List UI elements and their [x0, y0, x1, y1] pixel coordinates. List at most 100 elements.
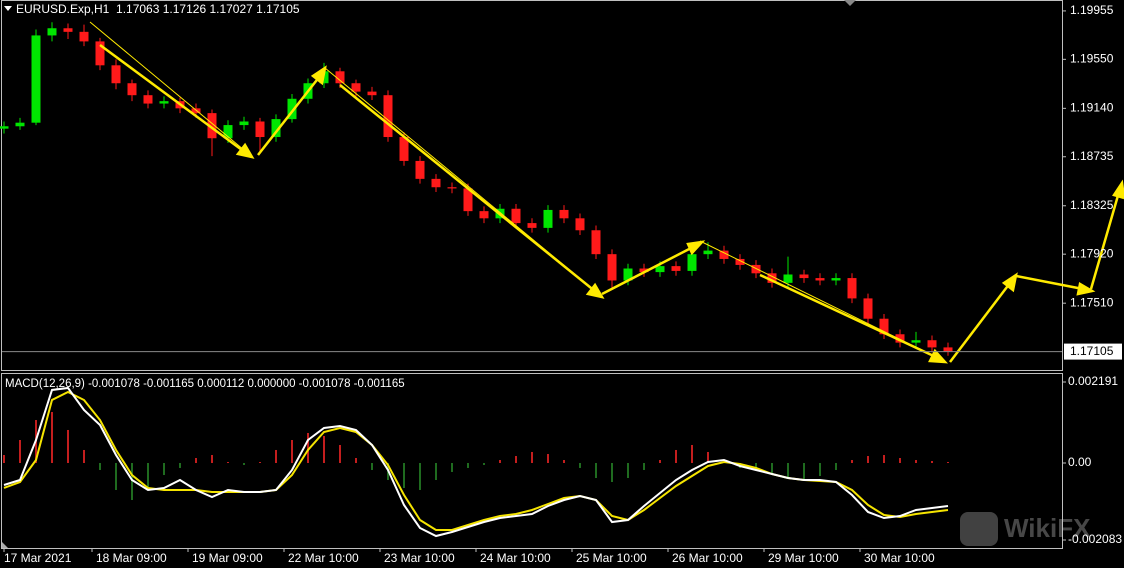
arrows	[99, 43, 1124, 364]
candle-body	[335, 71, 345, 84]
candle-body	[735, 258, 745, 265]
histogram-bar	[339, 444, 341, 463]
menu-triangle[interactable]	[4, 6, 12, 11]
histogram-bar	[371, 462, 373, 470]
histogram-bar	[467, 462, 469, 468]
candle-body	[703, 250, 713, 255]
histogram-bar	[611, 462, 613, 483]
y-tick-label: 1.18735	[1070, 149, 1114, 163]
histogram-bar	[899, 458, 901, 463]
candle-body	[927, 340, 937, 348]
candle-body	[911, 340, 921, 343]
histogram-bar	[675, 449, 677, 463]
candle-body	[431, 178, 441, 188]
histogram-bar	[771, 462, 773, 475]
candle-body	[783, 274, 793, 283]
candle-body	[863, 298, 873, 319]
candle-body	[79, 31, 89, 42]
x-tick-label: 18 Mar 09:00	[96, 551, 167, 565]
histogram-bar	[67, 429, 69, 463]
histogram-bar	[355, 458, 357, 463]
y-tick-label: 1.19550	[1070, 52, 1114, 66]
histogram-bar	[51, 411, 53, 463]
histogram-bar	[323, 436, 325, 463]
candle-body	[111, 65, 121, 84]
corner-marker	[2, 542, 8, 548]
macd-panel-border	[1, 373, 1063, 549]
histogram-bar	[579, 462, 581, 468]
histogram-bar	[451, 462, 453, 472]
histogram-bar	[915, 460, 917, 463]
candle-body	[847, 278, 857, 299]
candle-body	[815, 278, 825, 281]
x-tick-label: 17 Mar 2021	[4, 551, 72, 565]
histogram-bar	[643, 462, 645, 470]
candle-body	[511, 208, 521, 224]
candle-body	[591, 230, 601, 255]
y-tick-label: 1.19140	[1070, 101, 1114, 115]
x-tick-label: 23 Mar 10:00	[384, 551, 455, 565]
y-tick-label: 1.19955	[1070, 3, 1114, 17]
histogram-bar	[947, 461, 949, 463]
candle-body	[895, 334, 905, 343]
candle-body	[255, 121, 265, 138]
arrow	[601, 244, 696, 296]
histogram-bar	[659, 460, 661, 463]
histogram-bar	[131, 462, 133, 501]
x-tick-label: 25 Mar 10:00	[576, 551, 647, 565]
y-tick-label: 1.17510	[1070, 295, 1114, 309]
watermark: WikiFX	[960, 512, 1091, 546]
histogram-bar	[499, 460, 501, 463]
candle-body	[63, 28, 73, 32]
arrow-head	[1076, 282, 1096, 296]
histogram-bar	[707, 451, 709, 463]
candle-body	[383, 95, 393, 138]
arrow-head	[686, 240, 706, 256]
x-tick-label: 26 Mar 10:00	[672, 551, 743, 565]
candle-body	[639, 268, 649, 273]
candle-body	[127, 83, 137, 96]
arrow-head	[928, 348, 949, 364]
candle-body	[271, 119, 281, 138]
candle-body	[479, 211, 489, 219]
candle-body	[31, 35, 41, 123]
macd-title: MACD(12,26,9) -0.001078 -0.001165 0.0001…	[5, 378, 405, 390]
histogram-bar	[275, 449, 277, 463]
candle-body	[0, 126, 9, 129]
candle-body	[351, 83, 361, 92]
candle-body	[207, 113, 217, 139]
candle-body	[575, 218, 585, 231]
histogram-bar	[563, 460, 565, 463]
candle-body	[719, 250, 729, 259]
trend-line	[89, 21, 251, 156]
x-tick-label: 22 Mar 10:00	[288, 551, 359, 565]
histogram-bar	[531, 451, 533, 463]
histogram-bar	[307, 432, 309, 463]
arrow-head	[310, 65, 327, 86]
histogram-bar	[627, 462, 629, 479]
candle-body	[143, 95, 153, 104]
arrow	[339, 84, 597, 293]
histogram-bar	[419, 462, 421, 490]
histogram-bar	[483, 462, 485, 465]
candle-body	[95, 41, 105, 66]
scroll-marker	[844, 0, 856, 6]
candle-body	[239, 121, 249, 126]
candle-body	[463, 188, 473, 212]
histogram-bar	[835, 462, 837, 470]
histogram-bar	[595, 462, 597, 479]
histogram-bar	[163, 462, 165, 476]
y-tick-label: 0.00	[1068, 455, 1092, 469]
last-price-box	[1064, 343, 1122, 360]
candle-body	[415, 160, 425, 179]
histogram-bar	[691, 444, 693, 463]
candle-body	[671, 266, 681, 271]
candle-body	[223, 125, 233, 139]
main-line	[3, 386, 949, 538]
arrow	[759, 273, 939, 360]
arrow-head	[585, 282, 605, 299]
histogram-bar	[403, 462, 405, 488]
candle-body	[655, 266, 665, 273]
